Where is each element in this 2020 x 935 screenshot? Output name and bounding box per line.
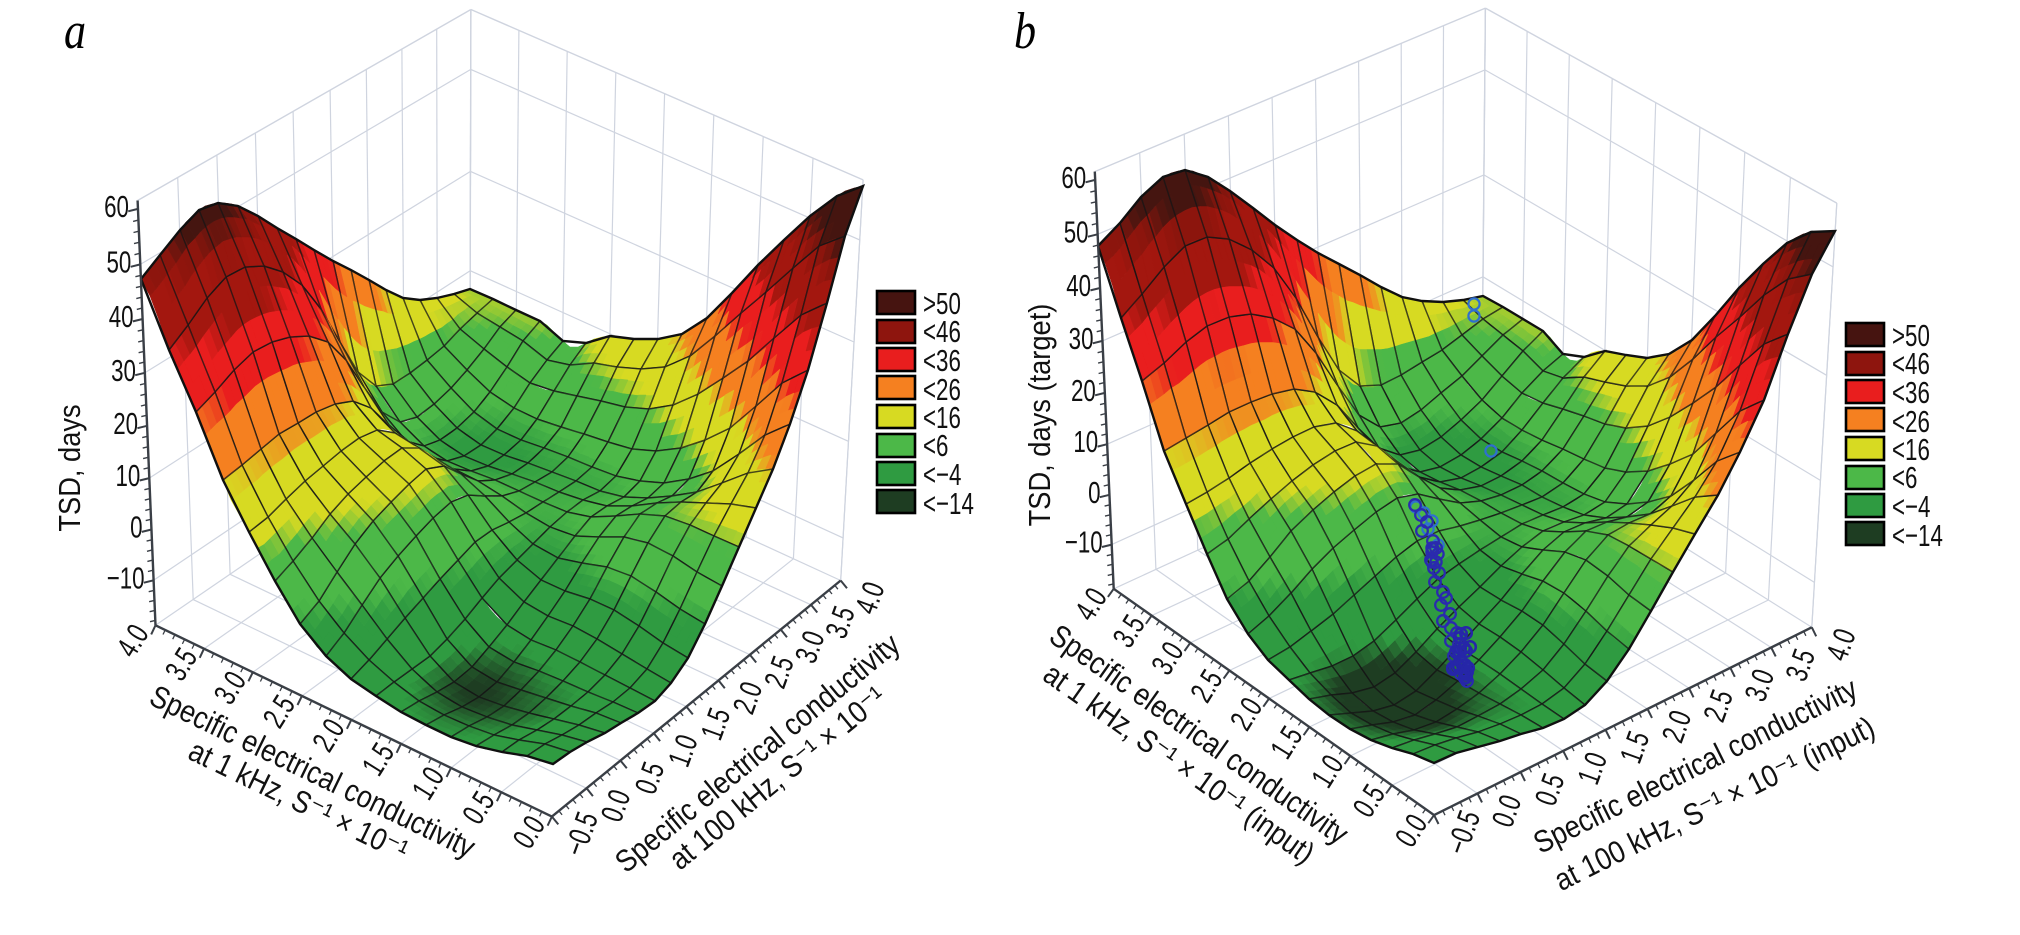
svg-text:0: 0 — [1088, 475, 1100, 509]
svg-text:30: 30 — [1069, 321, 1094, 355]
svg-text:<16: <16 — [923, 400, 961, 434]
svg-text:10: 10 — [1073, 425, 1098, 459]
svg-text:b: b — [1014, 3, 1036, 60]
svg-text:30: 30 — [111, 353, 136, 387]
svg-text:50: 50 — [1064, 215, 1089, 249]
svg-text:40: 40 — [109, 299, 134, 333]
svg-text:<−4: <−4 — [923, 457, 961, 491]
svg-text:a: a — [64, 3, 86, 60]
svg-text:40: 40 — [1066, 268, 1091, 302]
svg-text:60: 60 — [1061, 160, 1086, 194]
svg-text:−10: −10 — [1065, 525, 1103, 559]
svg-text:>50: >50 — [1892, 318, 1930, 352]
svg-text:TSD, days: TSD, days — [53, 404, 87, 531]
svg-text:60: 60 — [104, 189, 129, 223]
svg-text:<46: <46 — [1892, 346, 1930, 380]
svg-text:<26: <26 — [1892, 404, 1930, 438]
svg-text:TSD, days (target): TSD, days (target) — [1023, 304, 1057, 527]
svg-text:<−4: <−4 — [1892, 489, 1930, 523]
svg-text:<46: <46 — [923, 314, 961, 348]
svg-text:<−14: <−14 — [1892, 518, 1943, 552]
svg-text:20: 20 — [113, 406, 138, 440]
svg-text:−10: −10 — [107, 561, 145, 595]
svg-text:0: 0 — [130, 510, 142, 544]
svg-text:<−14: <−14 — [923, 486, 974, 520]
svg-text:<36: <36 — [1892, 375, 1930, 409]
svg-text:<26: <26 — [923, 372, 961, 406]
svg-text:20: 20 — [1071, 373, 1096, 407]
svg-text:<16: <16 — [1892, 432, 1930, 466]
svg-text:<36: <36 — [923, 343, 961, 377]
svg-text:10: 10 — [115, 459, 140, 493]
svg-text:<6: <6 — [1892, 460, 1917, 494]
svg-text:>50: >50 — [923, 286, 961, 320]
svg-text:50: 50 — [106, 245, 131, 279]
svg-text:<6: <6 — [923, 428, 948, 462]
